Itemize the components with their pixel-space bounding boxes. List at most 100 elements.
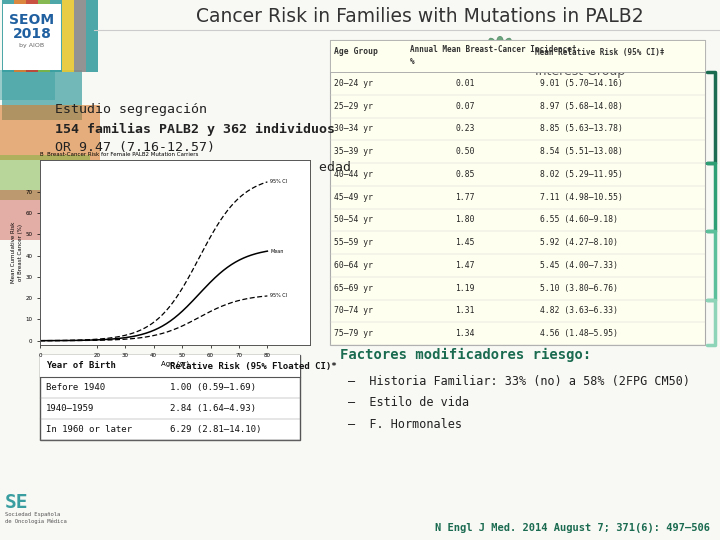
Text: Mean: Mean <box>270 248 284 254</box>
Text: 35–39 yr: 35–39 yr <box>334 147 373 156</box>
Text: 9.01 (5.70–14.16): 9.01 (5.70–14.16) <box>540 79 623 88</box>
Text: 8.54 (5.51–13.08): 8.54 (5.51–13.08) <box>540 147 623 156</box>
Text: 65–69 yr: 65–69 yr <box>334 284 373 293</box>
Bar <box>0 70 55 100</box>
Text: 1.00 (0.59–1.69): 1.00 (0.59–1.69) <box>170 383 256 392</box>
Text: 95% CI: 95% CI <box>270 293 287 299</box>
Ellipse shape <box>497 40 503 52</box>
Text: 0.01: 0.01 <box>455 79 474 88</box>
Text: 0.50: 0.50 <box>455 147 474 156</box>
Text: 30–34 yr: 30–34 yr <box>334 124 373 133</box>
Text: 4.82 (3.63–6.33): 4.82 (3.63–6.33) <box>540 306 618 315</box>
Ellipse shape <box>508 64 520 72</box>
Text: 20–24 yr: 20–24 yr <box>334 79 373 88</box>
Text: Estimación riesgo especifico por edad: Estimación riesgo especifico por edad <box>55 160 351 173</box>
Ellipse shape <box>490 42 498 53</box>
Text: 75–79 yr: 75–79 yr <box>334 329 373 338</box>
Text: 154 familias PALB2 y 362 individuos: 154 familias PALB2 y 362 individuos <box>55 123 335 136</box>
Text: 45–49 yr: 45–49 yr <box>334 193 373 201</box>
Bar <box>2 0 14 72</box>
Ellipse shape <box>490 71 498 82</box>
Text: 7.11 (4.98–10.55): 7.11 (4.98–10.55) <box>540 193 623 201</box>
Ellipse shape <box>503 38 511 49</box>
Ellipse shape <box>502 42 510 53</box>
Text: –  F. Hormonales: – F. Hormonales <box>348 418 462 431</box>
Text: Relative Risk (95% Floated CI)*: Relative Risk (95% Floated CI)* <box>170 361 337 370</box>
Bar <box>330 40 705 345</box>
Ellipse shape <box>484 68 494 78</box>
Bar <box>86 0 98 72</box>
Text: Mean Relative Risk (95% CI)‡: Mean Relative Risk (95% CI)‡ <box>535 48 665 57</box>
Text: by AIOB: by AIOB <box>19 44 45 49</box>
Bar <box>50 0 62 72</box>
Text: 1.77: 1.77 <box>455 193 474 201</box>
Text: SEOM: SEOM <box>9 13 55 27</box>
Bar <box>62 0 74 72</box>
Text: 0.07: 0.07 <box>455 102 474 111</box>
Ellipse shape <box>488 75 496 86</box>
Text: 5.92 (4.27–8.10): 5.92 (4.27–8.10) <box>540 238 618 247</box>
Text: 2.84 (1.64–4.93): 2.84 (1.64–4.93) <box>170 404 256 413</box>
Ellipse shape <box>488 38 496 49</box>
Ellipse shape <box>510 58 521 65</box>
Text: Cancer Risk in Families with Mutations in PALB2: Cancer Risk in Families with Mutations i… <box>196 8 644 26</box>
Text: OR 9.47 (7.16-12.57): OR 9.47 (7.16-12.57) <box>55 141 215 154</box>
Text: 5.45 (4.00–7.33): 5.45 (4.00–7.33) <box>540 261 618 270</box>
Bar <box>26 0 38 72</box>
Bar <box>330 40 705 72</box>
Bar <box>40 355 300 377</box>
Text: –  Historia Familiar: 33% (no) a 58% (2FPG CM50): – Historia Familiar: 33% (no) a 58% (2FP… <box>348 375 690 388</box>
Bar <box>0 155 90 200</box>
Text: Estudio segregación: Estudio segregación <box>55 104 207 117</box>
Ellipse shape <box>476 50 487 58</box>
Ellipse shape <box>503 75 511 86</box>
Bar <box>38 0 50 72</box>
Text: 1.31: 1.31 <box>455 306 474 315</box>
Ellipse shape <box>506 68 516 78</box>
Ellipse shape <box>480 64 492 72</box>
Bar <box>0 190 70 240</box>
Ellipse shape <box>476 66 487 73</box>
X-axis label: Age (yr): Age (yr) <box>161 360 189 367</box>
Text: 70–74 yr: 70–74 yr <box>334 306 373 315</box>
Ellipse shape <box>514 58 526 65</box>
Ellipse shape <box>481 43 491 53</box>
Ellipse shape <box>513 66 524 73</box>
Text: %: % <box>410 57 415 66</box>
Text: B  Breast-Cancer Risk for Female PALB2 Mutation Carriers: B Breast-Cancer Risk for Female PALB2 Mu… <box>40 152 199 157</box>
Ellipse shape <box>509 43 519 53</box>
Ellipse shape <box>484 46 494 56</box>
Text: 0.85: 0.85 <box>455 170 474 179</box>
Ellipse shape <box>508 52 520 60</box>
Text: 6.29 (2.81–14.10): 6.29 (2.81–14.10) <box>170 425 261 434</box>
Text: 5.10 (3.80–6.76): 5.10 (3.80–6.76) <box>540 284 618 293</box>
Ellipse shape <box>497 71 503 83</box>
Text: 4.56 (1.48–5.95): 4.56 (1.48–5.95) <box>540 329 618 338</box>
Text: Interest Group: Interest Group <box>535 65 625 78</box>
Bar <box>3 4 61 70</box>
Text: 0.23: 0.23 <box>455 124 474 133</box>
Text: 55–59 yr: 55–59 yr <box>334 238 373 247</box>
Text: 50–54 yr: 50–54 yr <box>334 215 373 225</box>
Circle shape <box>493 55 507 69</box>
Bar <box>14 0 26 72</box>
Text: Year of Birth: Year of Birth <box>46 361 116 370</box>
Text: Age Group: Age Group <box>334 48 378 57</box>
Text: SE: SE <box>5 492 29 511</box>
Ellipse shape <box>474 58 486 65</box>
Text: 8.97 (5.68–14.08): 8.97 (5.68–14.08) <box>540 102 623 111</box>
Text: Sociedad Española
de Oncología Médica: Sociedad Española de Oncología Médica <box>5 512 67 524</box>
Text: PALB2: PALB2 <box>535 40 633 65</box>
Ellipse shape <box>481 71 491 81</box>
Ellipse shape <box>497 76 503 88</box>
Text: In 1960 or later: In 1960 or later <box>46 425 132 434</box>
Bar <box>0 105 100 160</box>
Ellipse shape <box>502 71 510 82</box>
Ellipse shape <box>506 46 516 56</box>
Text: 6.55 (4.60–9.18): 6.55 (4.60–9.18) <box>540 215 618 225</box>
Bar <box>74 0 86 72</box>
Text: 1940–1959: 1940–1959 <box>46 404 94 413</box>
Text: 40–44 yr: 40–44 yr <box>334 170 373 179</box>
Bar <box>40 355 300 440</box>
Ellipse shape <box>497 36 503 48</box>
